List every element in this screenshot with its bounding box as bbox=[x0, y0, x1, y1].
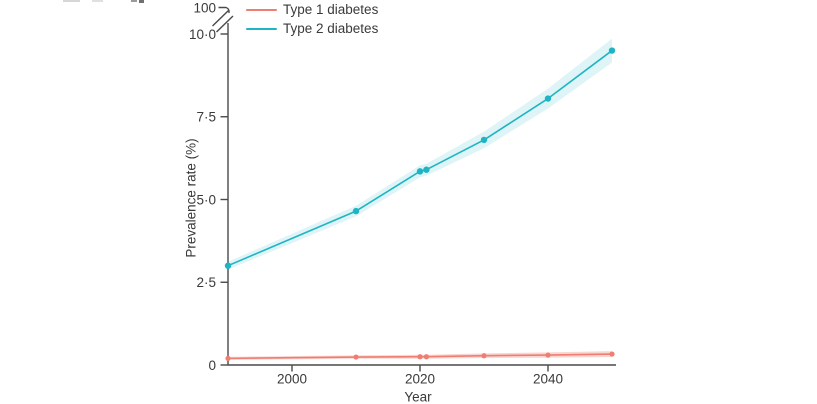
data-point-type1 bbox=[423, 354, 429, 360]
data-point-type1 bbox=[545, 352, 551, 358]
legend: Type 1 diabetes Type 2 diabetes bbox=[246, 0, 378, 38]
data-point-type2 bbox=[416, 168, 424, 175]
data-point-type1 bbox=[609, 351, 615, 357]
cropped-text-remnant bbox=[131, 0, 137, 2]
legend-label-type2: Type 2 diabetes bbox=[283, 21, 379, 36]
confidence-band-type2 bbox=[228, 38, 612, 270]
legend-label-type1: Type 1 diabetes bbox=[283, 2, 379, 17]
data-point-type2 bbox=[480, 136, 488, 144]
x-tick-label: 2040 bbox=[533, 372, 563, 387]
legend-item-type2-diabetes: Type 2 diabetes bbox=[246, 19, 378, 38]
cropped-text-remnant bbox=[139, 0, 144, 3]
axis-break-slash bbox=[216, 15, 234, 33]
x-tick-label: 2020 bbox=[405, 372, 435, 387]
legend-line-swatch-type2 bbox=[246, 27, 277, 30]
series-line-type2 bbox=[227, 49, 613, 267]
legend-line-swatch-type1 bbox=[246, 8, 277, 11]
x-tick-label: 2000 bbox=[277, 372, 307, 387]
y-tick-label: 5·0 bbox=[196, 192, 216, 207]
legend-item-type1-diabetes: Type 1 diabetes bbox=[246, 0, 378, 19]
y-tick-label-upper-break: 100 bbox=[193, 1, 216, 16]
data-point-type1 bbox=[417, 354, 423, 360]
data-point-type2 bbox=[423, 166, 430, 173]
data-point-type2 bbox=[352, 207, 360, 215]
data-point-type2 bbox=[544, 95, 552, 102]
data-point-type2 bbox=[224, 262, 232, 269]
data-point-type2 bbox=[608, 47, 616, 54]
axis-break-slash bbox=[212, 9, 230, 27]
data-point-type1 bbox=[225, 355, 231, 361]
y-axis-title: Prevalence rate (%) bbox=[183, 138, 199, 258]
cropped-text-remnant bbox=[92, 0, 103, 2]
x-axis-title: Year bbox=[404, 389, 432, 404]
y-tick-label: 7·5 bbox=[196, 110, 216, 125]
data-point-type1 bbox=[353, 354, 359, 360]
data-point-type1 bbox=[481, 353, 487, 359]
axis-break-hook bbox=[218, 6, 230, 14]
y-tick-label: 2·5 bbox=[196, 275, 216, 290]
cropped-text-remnant bbox=[63, 0, 80, 2]
y-tick-label: 10·0 bbox=[189, 27, 216, 42]
y-tick-label: 0 bbox=[208, 358, 216, 373]
